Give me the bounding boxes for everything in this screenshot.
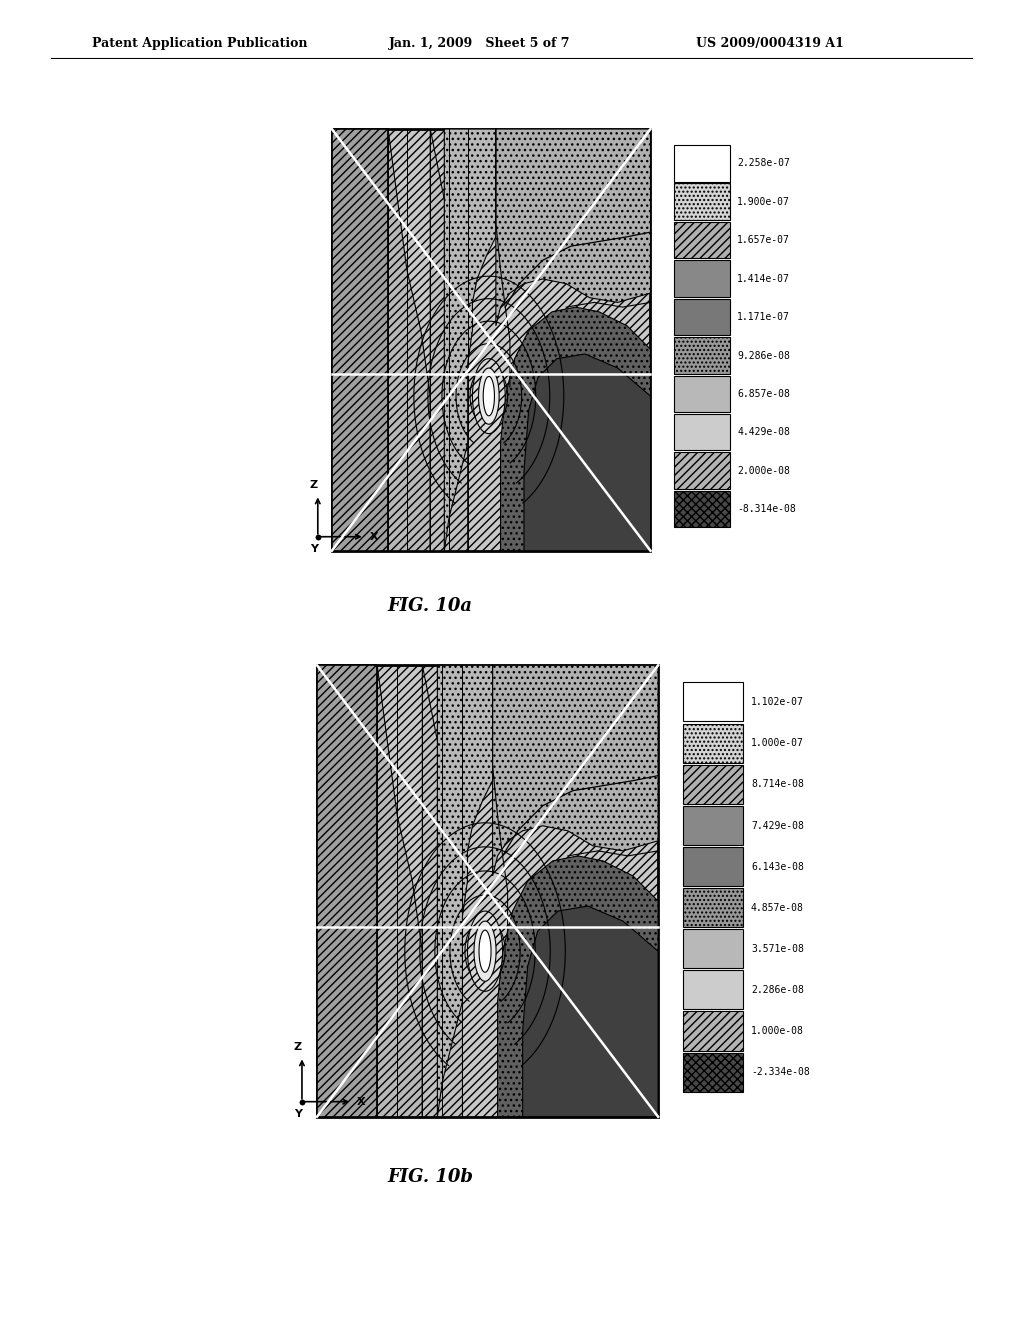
Polygon shape [479, 931, 492, 973]
Text: 2.000e-08: 2.000e-08 [737, 466, 791, 475]
Text: 3.571e-08: 3.571e-08 [751, 944, 804, 954]
Polygon shape [524, 354, 650, 550]
Bar [674, 298, 730, 335]
Text: X: X [357, 1097, 366, 1106]
Text: Y: Y [310, 544, 318, 554]
Bar [683, 723, 743, 763]
Text: Jan. 1, 2009   Sheet 5 of 7: Jan. 1, 2009 Sheet 5 of 7 [389, 37, 570, 50]
Polygon shape [472, 359, 505, 433]
Text: 1.000e-07: 1.000e-07 [751, 738, 804, 748]
Polygon shape [478, 368, 499, 424]
Text: 2.286e-08: 2.286e-08 [751, 985, 804, 995]
Polygon shape [422, 665, 463, 1117]
Text: 6.143e-08: 6.143e-08 [751, 862, 804, 871]
Bar [332, 129, 388, 550]
Text: 1.657e-07: 1.657e-07 [737, 235, 791, 246]
Bar [683, 847, 743, 886]
Text: 1.171e-07: 1.171e-07 [737, 312, 791, 322]
Text: 1.900e-07: 1.900e-07 [737, 197, 791, 207]
Polygon shape [498, 855, 658, 1117]
Text: Y: Y [294, 1109, 302, 1119]
Bar [674, 414, 730, 450]
Text: 1.102e-07: 1.102e-07 [751, 697, 804, 708]
Text: Z: Z [294, 1041, 302, 1052]
Bar [683, 764, 743, 804]
Polygon shape [430, 129, 468, 550]
Bar [674, 337, 730, 374]
Bar [683, 888, 743, 927]
Bar [683, 805, 743, 845]
Polygon shape [522, 906, 658, 1117]
Bar [683, 682, 743, 722]
Bar [674, 183, 730, 220]
Polygon shape [444, 129, 496, 550]
Bar [674, 222, 730, 259]
Polygon shape [474, 921, 496, 981]
Polygon shape [501, 308, 650, 550]
Polygon shape [388, 129, 430, 550]
Text: 1.414e-07: 1.414e-07 [737, 273, 791, 284]
Text: 1.000e-08: 1.000e-08 [751, 1026, 804, 1036]
Bar [683, 929, 743, 969]
Bar [683, 970, 743, 1010]
Bar [674, 145, 730, 182]
Text: 2.258e-07: 2.258e-07 [737, 158, 791, 169]
Polygon shape [496, 129, 650, 326]
Polygon shape [483, 376, 495, 416]
Bar [317, 665, 377, 1117]
Text: 6.857e-08: 6.857e-08 [737, 389, 791, 399]
Polygon shape [493, 665, 658, 876]
Text: 8.714e-08: 8.714e-08 [751, 779, 804, 789]
Polygon shape [377, 665, 422, 1117]
Text: Patent Application Publication: Patent Application Publication [92, 37, 307, 50]
Bar [683, 1011, 743, 1051]
Polygon shape [437, 665, 493, 1117]
Bar [674, 453, 730, 488]
Text: 9.286e-08: 9.286e-08 [737, 351, 791, 360]
Text: FIG. 10b: FIG. 10b [387, 1168, 473, 1187]
Text: -2.334e-08: -2.334e-08 [751, 1068, 810, 1077]
Text: Z: Z [310, 480, 318, 490]
Text: -8.314e-08: -8.314e-08 [737, 504, 796, 515]
Text: FIG. 10a: FIG. 10a [387, 597, 473, 615]
Bar [674, 376, 730, 412]
Text: 7.429e-08: 7.429e-08 [751, 821, 804, 830]
Text: X: X [370, 532, 378, 541]
Bar [332, 129, 650, 550]
Text: US 2009/0004319 A1: US 2009/0004319 A1 [696, 37, 844, 50]
Text: 4.857e-08: 4.857e-08 [751, 903, 804, 913]
Text: 4.429e-08: 4.429e-08 [737, 428, 791, 437]
Bar [674, 491, 730, 528]
Polygon shape [468, 911, 503, 991]
Bar [683, 1052, 743, 1092]
Bar [317, 665, 658, 1117]
Bar [674, 260, 730, 297]
